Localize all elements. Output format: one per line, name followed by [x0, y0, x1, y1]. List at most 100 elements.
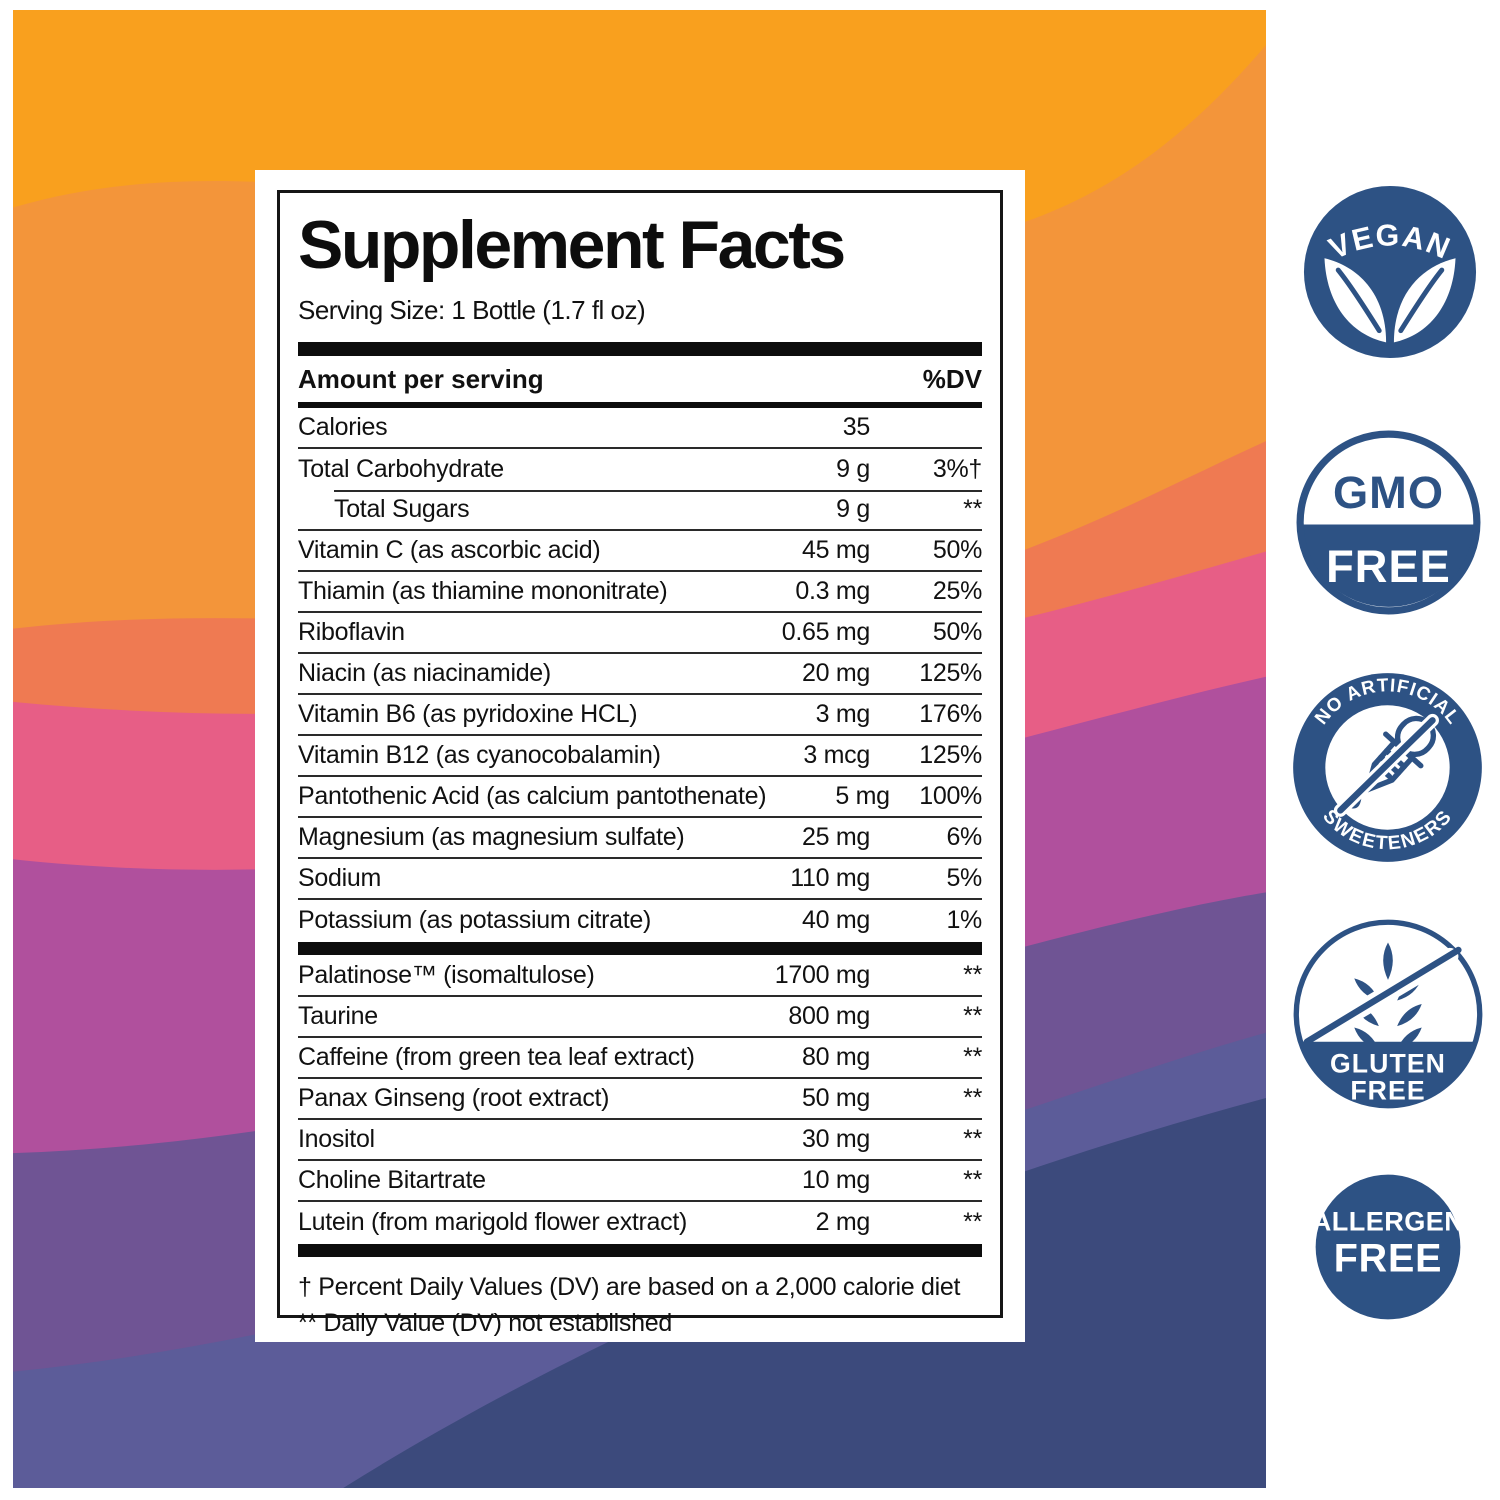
nutrient-name: Vitamin B6 (as pyridoxine HCL) [298, 700, 638, 728]
facts-inner-box: Supplement Facts Serving Size: 1 Bottle … [277, 190, 1003, 1337]
gluten-free-badge: GLUTEN FREE [1292, 918, 1484, 1110]
nutrient-dv: 50% [932, 536, 982, 564]
nutrient-amount: 1700 mg [774, 961, 871, 989]
nutrient-name: Panax Ginseng (root extract) [298, 1084, 610, 1112]
nutrient-amount: 110 mg [790, 864, 870, 892]
nutrient-dv: 100% [919, 782, 982, 810]
nutrient-name: Sodium [298, 864, 381, 892]
nutrient-name: Palatinose™ (isomaltulose) [298, 961, 595, 989]
footnote-not-established: ** Daily Value (DV) not established [298, 1308, 672, 1337]
table-row: Pantothenic Acid (as calcium pantothenat… [298, 777, 982, 818]
nutrient-amount: 3 mg [815, 700, 871, 728]
nutrient-dv: ** [963, 1043, 982, 1071]
nutrient-name: Inositol [298, 1125, 375, 1153]
nutrient-dv: 3%† [932, 455, 982, 483]
nutrient-amount: 9 g [836, 495, 870, 523]
divider-bar [298, 942, 982, 955]
nutrient-name: Vitamin B12 (as cyanocobalamin) [298, 741, 661, 769]
vegan-badge: VEGAN [1302, 184, 1478, 360]
nutrient-amount: 80 mg [802, 1043, 870, 1071]
divider-bar [298, 402, 982, 408]
table-row: Calories 35 [298, 408, 982, 449]
nutrient-amount: 20 mg [802, 659, 870, 687]
nutrient-name: Vitamin C (as ascorbic acid) [298, 536, 601, 564]
nutrient-amount: 35 [842, 413, 871, 441]
nutrient-dv: ** [963, 1084, 982, 1112]
gmo-free-badge-svg: GMO FREE [1296, 430, 1481, 615]
table-row: Thiamin (as thiamine mononitrate) 0.3 mg… [298, 572, 982, 613]
gmo-free-text: FREE [1326, 541, 1451, 592]
table-row: Vitamin B12 (as cyanocobalamin) 3 mcg 12… [298, 736, 982, 777]
table-row: Magnesium (as magnesium sulfate) 25 mg 6… [298, 818, 982, 859]
table-row: Choline Bitartrate 10 mg ** [298, 1161, 982, 1202]
table-row: Total Sugars 9 g ** [298, 490, 982, 531]
nutrient-name: Pantothenic Acid (as calcium pantothenat… [298, 782, 767, 810]
nutrient-amount: 0.3 mg [795, 577, 870, 605]
nutrient-dv: 25% [932, 577, 982, 605]
table-row: Potassium (as potassium citrate) 40 mg 1… [298, 900, 982, 941]
nutrient-amount: 0.65 mg [781, 618, 871, 646]
allergen-free-badge-svg: ALLERGEN FREE [1314, 1174, 1462, 1320]
nutrient-name: Total Sugars [334, 495, 470, 523]
nutrient-name: Magnesium (as magnesium sulfate) [298, 823, 685, 851]
nutrient-amount: 5 mg [835, 782, 890, 810]
gluten-text: GLUTEN [1330, 1049, 1446, 1079]
table-row: Sodium 110 mg 5% [298, 859, 982, 900]
nutrient-amount: 50 mg [802, 1084, 870, 1112]
table-row: Vitamin C (as ascorbic acid) 45 mg 50% [298, 531, 982, 572]
nutrient-name: Potassium (as potassium citrate) [298, 906, 652, 934]
gmo-free-badge: GMO FREE [1296, 430, 1481, 615]
slash-line [1337, 717, 1436, 814]
nutrient-name: Taurine [298, 1002, 378, 1030]
nutrient-amount: 25 mg [802, 823, 870, 851]
table-row: Vitamin B6 (as pyridoxine HCL) 3 mg 176% [298, 695, 982, 736]
no-artificial-sweeteners-badge-svg: NO ARTIFICIAL SWEETENERS [1293, 673, 1482, 862]
table-row: Niacin (as niacinamide) 20 mg 125% [298, 654, 982, 695]
nutrient-dv: ** [963, 1125, 982, 1153]
nutrient-dv: 1% [946, 906, 982, 934]
nutrient-name: Riboflavin [298, 618, 405, 646]
gluten-free-text: FREE [1350, 1075, 1425, 1105]
nutrient-amount: 10 mg [802, 1166, 870, 1194]
gluten-free-badge-svg: GLUTEN FREE [1293, 919, 1483, 1109]
nutrient-amount: 9 g [836, 455, 870, 483]
divider-bar [298, 342, 982, 356]
table-row: Caffeine (from green tea leaf extract) 8… [298, 1038, 982, 1079]
nutrient-dv: 176% [919, 700, 982, 728]
footnote-dv: † Percent Daily Values (DV) are based on… [298, 1273, 961, 1301]
nutrient-amount: 45 mg [802, 536, 870, 564]
table-row: Inositol 30 mg ** [298, 1120, 982, 1161]
nutrient-name: Caffeine (from green tea leaf extract) [298, 1043, 695, 1071]
nutrient-amount: 800 mg [788, 1002, 870, 1030]
dv-header: %DV [922, 364, 982, 394]
nutrient-dv: ** [963, 1002, 982, 1030]
table-row: Lutein (from marigold flower extract) 2 … [298, 1202, 982, 1243]
amount-header: Amount per serving [298, 364, 544, 394]
nutrient-amount: 30 mg [802, 1125, 870, 1153]
dropper-icon [1333, 713, 1439, 817]
nutrient-dv: 125% [919, 741, 982, 769]
table-header: Amount per serving %DV [298, 356, 982, 402]
leaf-icon [1324, 258, 1456, 343]
nutrient-dv: ** [963, 961, 982, 989]
vegan-badge-svg: VEGAN [1303, 185, 1477, 359]
footnotes: † Percent Daily Values (DV) are based on… [298, 1258, 982, 1341]
no-artificial-sweeteners-badge: NO ARTIFICIAL SWEETENERS [1291, 671, 1484, 864]
divider-bar [298, 1244, 982, 1257]
allergen-text: ALLERGEN [1314, 1206, 1462, 1237]
nutrient-dv: 6% [946, 823, 982, 851]
nutrient-dv: 5% [946, 864, 982, 892]
nutrient-dv: 50% [932, 618, 982, 646]
nutrient-dv: ** [963, 1208, 982, 1236]
gmo-text: GMO [1333, 467, 1444, 518]
nutrient-dv: 125% [919, 659, 982, 687]
table-row: Riboflavin 0.65 mg 50% [298, 613, 982, 654]
nutrient-name: Choline Bitartrate [298, 1166, 486, 1194]
page-title: Supplement Facts [298, 207, 846, 283]
nutrient-amount: 2 mg [815, 1208, 871, 1236]
nutrient-name: Total Carbohydrate [298, 455, 504, 483]
nutrient-name: Niacin (as niacinamide) [298, 659, 551, 687]
table-row: Panax Ginseng (root extract) 50 mg ** [298, 1079, 982, 1120]
allergen-free-text: FREE [1334, 1237, 1443, 1281]
